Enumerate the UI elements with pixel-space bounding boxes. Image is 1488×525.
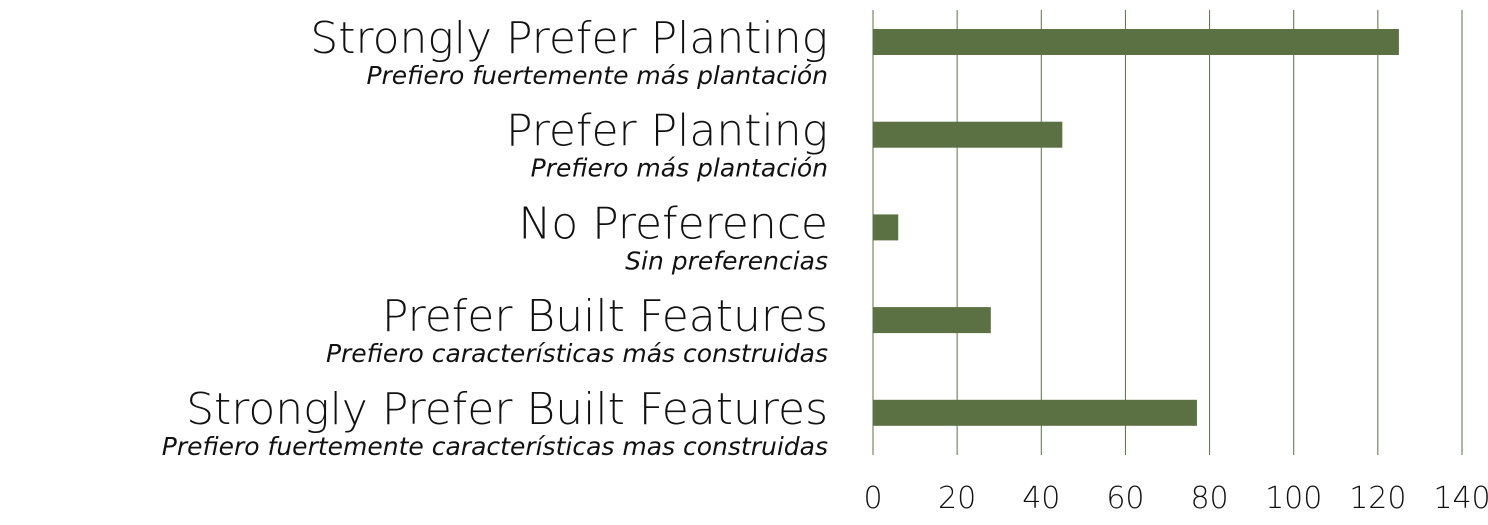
category-translation: Sin preferencias [625,246,828,275]
category-label: Strongly Prefer Planting [310,13,828,64]
bar [873,29,1399,55]
x-tick-label: 120 [1349,481,1406,516]
x-tick-label: 80 [1190,481,1228,516]
bar [873,214,899,241]
x-tick-label: 0 [863,481,882,516]
category-label: No Preference [518,198,828,249]
bar [873,121,1063,148]
category-label: Prefer Built Features [382,291,828,342]
category-translation: Prefiero más plantación [531,154,828,183]
category-label: Prefer Planting [506,106,828,157]
x-tick-label: 140 [1433,481,1488,516]
x-tick-label: 40 [1022,481,1060,516]
category-label: Strongly Prefer Built Features [186,384,828,435]
x-tick-label: 20 [938,481,976,516]
x-tick-label: 100 [1265,481,1322,516]
bar [873,307,991,334]
category-translation: Prefiero fuertemente más plantación [366,61,828,90]
category-translation: Prefiero características más construidas [326,339,828,368]
category-translation: Prefiero fuertemente características mas… [162,432,828,461]
x-tick-label: 60 [1106,481,1144,516]
bar [873,399,1197,426]
